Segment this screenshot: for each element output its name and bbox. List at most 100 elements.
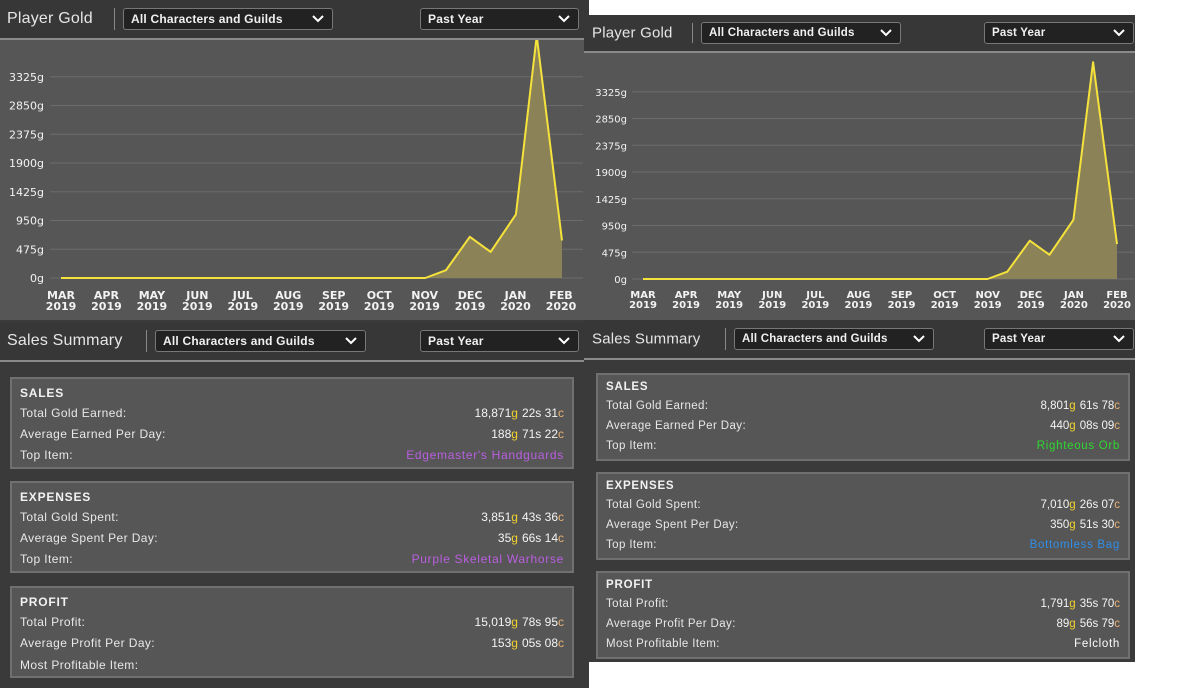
profit-heading: PROFIT [606, 579, 653, 591]
x-tick-year: 2020 [1060, 300, 1088, 311]
y-tick-label: 1425g [595, 195, 627, 206]
x-tick-month: SEP [322, 289, 346, 302]
top-item-link[interactable]: Purple Skeletal Warhorse [411, 552, 564, 566]
copper-amount: 95 [544, 615, 558, 629]
y-tick-label: 3325g [595, 88, 627, 99]
x-tick-month: DEC [1020, 290, 1042, 301]
character-filter-dropdown[interactable]: All Characters and Guilds [123, 8, 333, 30]
x-tick-month: NOV [976, 290, 1001, 301]
gold-area-chart: 0g475g950g1425g1900g2375g2850g3325gMAR20… [595, 61, 1134, 311]
period-dropdown[interactable]: Past Year [420, 330, 579, 352]
x-tick-year: 2019 [715, 300, 743, 311]
silver-amount: 26s [1079, 499, 1099, 511]
top-item-link[interactable]: Bottomless Bag [1029, 539, 1120, 551]
total-profit-label: Total Profit: [20, 615, 86, 629]
profit-box: PROFIT Total Profit: 1,791g 35s 70c Avera… [596, 571, 1130, 659]
header-divider [146, 330, 147, 352]
x-tick-year: 2019 [228, 300, 259, 313]
copper-amount: 31 [544, 406, 558, 420]
gold-area-fill [643, 62, 1117, 280]
avg-profit-value: 153g 05s 08c [491, 636, 564, 650]
total-gold-spent-label: Total Gold Spent: [606, 499, 702, 511]
x-tick-month: OCT [933, 290, 956, 301]
period-dropdown[interactable]: Past Year [984, 328, 1134, 350]
x-tick-month: OCT [367, 289, 392, 302]
player-gold-header: Player Gold All Characters and Guilds Pa… [0, 0, 589, 40]
chevron-down-icon [345, 337, 357, 345]
character-filter-label: All Characters and Guilds [131, 12, 283, 26]
copper-glyph: c [1114, 400, 1120, 412]
copper-glyph: c [558, 531, 564, 545]
x-tick-month: FEB [1106, 290, 1127, 301]
x-tick-year: 2019 [182, 300, 213, 313]
chevron-down-icon [312, 15, 324, 23]
gold-amount: 18,871 [474, 406, 512, 420]
x-tick-month: MAY [717, 290, 742, 301]
y-tick-label: 2850g [595, 115, 627, 126]
y-tick-label: 0g [30, 272, 44, 285]
y-tick-label: 1425g [9, 186, 44, 199]
period-label: Past Year [992, 27, 1046, 39]
x-tick-year: 2019 [801, 300, 829, 311]
character-filter-label: All Characters and Guilds [163, 334, 315, 348]
gold-amount: 7,010 [1040, 499, 1070, 511]
player-gold-title: Player Gold [7, 10, 93, 27]
copper-amount: 09 [1101, 420, 1115, 432]
gold-series-line [643, 61, 1118, 280]
character-filter-dropdown[interactable]: All Characters and Guilds [155, 330, 366, 352]
profit-box: PROFIT Total Profit: 15,019g 78s 95c Aver… [10, 586, 574, 678]
copper-amount: 79 [1101, 618, 1115, 630]
copper-amount: 14 [544, 531, 558, 545]
expenses-heading: EXPENSES [606, 480, 675, 492]
x-tick-month: JUL [232, 289, 253, 302]
silver-amount: 51s [1079, 519, 1099, 531]
gold-amount: 188 [491, 427, 512, 441]
right-panel: Player Gold All Characters and Guilds Pa… [584, 15, 1135, 662]
y-tick-label: 475g [16, 243, 44, 256]
copper-amount: 30 [1101, 519, 1115, 531]
total-gold-spent-row: Total Gold Spent: 7,010g 26s 07c [606, 499, 1120, 517]
top-item-link[interactable]: Edgemaster's Handguards [406, 448, 564, 462]
character-filter-dropdown[interactable]: All Characters and Guilds [701, 22, 901, 44]
y-tick-label: 1900g [9, 157, 44, 170]
y-tick-label: 2375g [9, 128, 44, 141]
gold-amount: 350 [1050, 519, 1070, 531]
most-profitable-item[interactable]: Felcloth [1074, 638, 1120, 650]
y-tick-label: 2850g [9, 100, 44, 113]
period-dropdown[interactable]: Past Year [420, 8, 579, 30]
gold-amount: 8,801 [1040, 400, 1070, 412]
silver-amount: 71s [521, 427, 542, 441]
total-gold-earned-row: Total Gold Earned: 8,801g 61s 78c [606, 400, 1120, 418]
avg-earned-label: Average Earned Per Day: [606, 420, 747, 432]
sales-summary-header: Sales Summary All Characters and Guilds … [0, 322, 589, 362]
x-tick-year: 2019 [91, 300, 122, 313]
most-profitable-label: Most Profitable Item: [606, 638, 720, 650]
copper-glyph: c [558, 636, 564, 650]
avg-earned-label: Average Earned Per Day: [20, 427, 166, 441]
gold-glyph: g [511, 531, 518, 545]
silver-amount: 43s [521, 510, 542, 524]
total-profit-label: Total Profit: [606, 598, 669, 610]
sales-summary-header: Sales Summary All Characters and Guilds … [584, 320, 1135, 360]
sales-heading: SALES [606, 381, 649, 393]
avg-spent-value: 350g 51s 30c [1050, 519, 1120, 531]
x-tick-month: FEB [549, 289, 572, 302]
period-dropdown[interactable]: Past Year [984, 22, 1134, 44]
total-profit-row: Total Profit: 1,791g 35s 70c [606, 598, 1120, 616]
sales-box: SALES Total Gold Earned: 18,871g 22s 31c … [10, 377, 574, 469]
x-tick-month: APR [675, 290, 698, 301]
top-item-link[interactable]: Righteous Orb [1036, 440, 1120, 452]
gold-series-line [61, 40, 563, 279]
top-item-label: Top Item: [20, 448, 73, 462]
expenses-heading: EXPENSES [20, 490, 92, 504]
avg-profit-row: Average Profit Per Day: 89g 56s 79c [606, 618, 1120, 636]
character-filter-dropdown[interactable]: All Characters and Guilds [734, 328, 934, 350]
left-panel: Player Gold All Characters and Guilds Pa… [0, 0, 589, 688]
avg-earned-value: 188g 71s 22c [491, 427, 564, 441]
player-gold-chart: 0g 475g 950g 1425g 1900g 2375g 2850g 3325g MAR 20… [584, 53, 1135, 320]
total-gold-spent-label: Total Gold Spent: [20, 510, 119, 524]
x-tick-month: MAY [139, 289, 166, 302]
copper-glyph: c [1114, 499, 1120, 511]
expenses-box: EXPENSES Total Gold Spent: 7,010g 26s 07c… [596, 472, 1130, 560]
silver-amount: 78s [521, 615, 542, 629]
